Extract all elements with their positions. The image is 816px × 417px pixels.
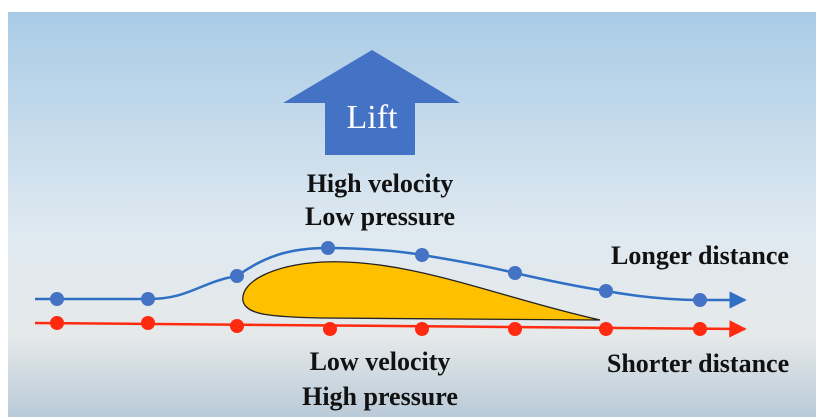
upper-path-label: Longer distance <box>611 241 789 270</box>
lower-path-label: Shorter distance <box>607 349 789 378</box>
upper-text: High velocity <box>307 169 454 198</box>
upper-text: Low pressure <box>305 202 455 231</box>
lift-label: Lift <box>347 99 399 136</box>
lower-text: Low velocity <box>310 347 451 376</box>
diagram: Lift High velocity Low pressure Longer d… <box>0 0 816 417</box>
page: Lift High velocity Low pressure Longer d… <box>0 0 816 417</box>
lower-text: High pressure <box>302 382 458 411</box>
